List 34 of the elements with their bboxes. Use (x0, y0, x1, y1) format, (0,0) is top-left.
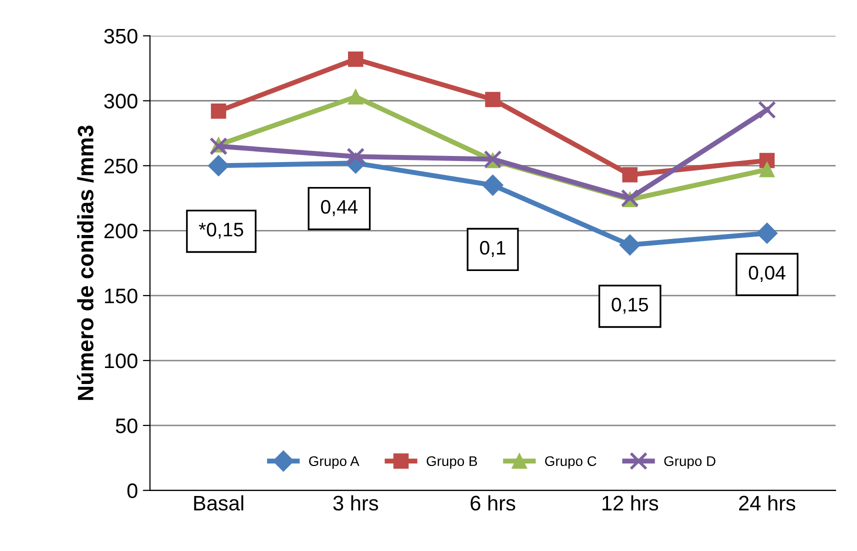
annotation: 0,15 (612, 298, 648, 314)
y-tick-label: 200 (104, 224, 138, 238)
point (619, 234, 640, 256)
x-tick-label: Basal (194, 495, 244, 511)
point (756, 222, 778, 244)
point (208, 155, 230, 176)
annotation: 0,04 (748, 266, 786, 282)
point (485, 92, 500, 108)
y-axis-title: Número de conidias /mm3 (76, 126, 94, 400)
x-tick-label: 6 hrs (470, 495, 516, 511)
x-tick-label: 3 hrs (333, 495, 378, 511)
legend-label: Grupo D (664, 456, 716, 469)
point (348, 89, 364, 104)
point (622, 167, 638, 182)
y-tick-label: 300 (104, 94, 138, 109)
x-tick-label: 12 hrs (602, 495, 658, 511)
legend-label: Grupo B (426, 456, 478, 469)
annotation: 0,44 (321, 200, 358, 216)
point (348, 52, 364, 67)
y-tick-label: 50 (116, 418, 138, 434)
annotation: *0,15 (198, 222, 244, 239)
annotation: 0,1 (480, 240, 506, 257)
point (482, 174, 504, 196)
legend-label: Grupo C (545, 456, 596, 469)
y-tick-label: 100 (105, 354, 138, 368)
y-tick-label: 0 (127, 483, 138, 498)
point (758, 100, 776, 119)
x-tick-label: 24 hrs (739, 495, 796, 511)
legend-label: Grupo A (309, 456, 360, 469)
point (210, 104, 226, 119)
y-tick-label: 350 (104, 28, 138, 44)
y-tick-label: 250 (104, 158, 138, 174)
y-tick-label: 150 (105, 288, 138, 304)
point (759, 162, 775, 178)
